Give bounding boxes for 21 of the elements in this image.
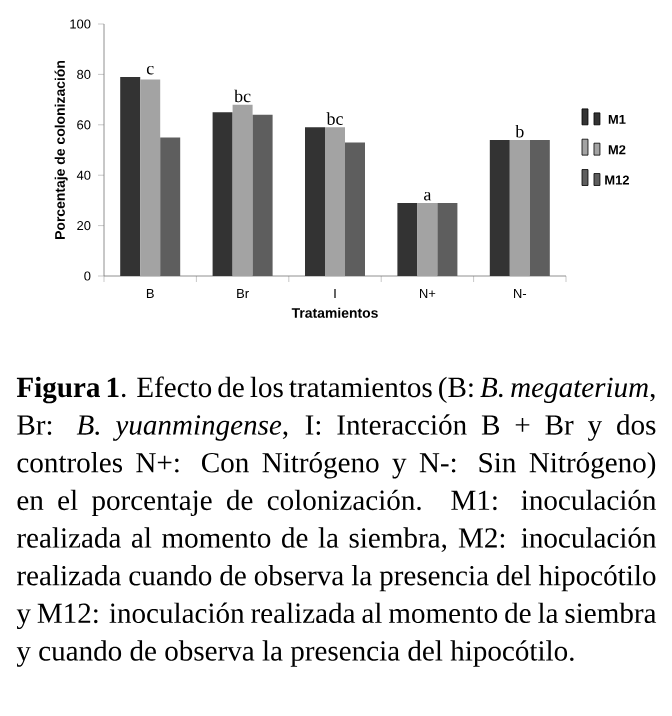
bar bbox=[529, 139, 550, 276]
text: Figura 1. Efecto de los tratamientos (B: B. megaterium, Br: B. yuanmingense, I: Interacción B + Br y dos controles N+: Con Nitrógeno y N-: Sin Nitrógeno) en el porcentaje de colonización. M1: inoculación realizada al momento de la siembra, M2: inoculación realizada cuando de observa la presencia del hipocótilo y M12: inoculación realizada al momento de la siembra y cuando de observa la presencia del hipocótilo. bbox=[16, 376, 657, 667]
annotation: bc bbox=[326, 112, 343, 125]
bar bbox=[212, 112, 233, 276]
bar bbox=[120, 76, 141, 276]
bar bbox=[232, 104, 253, 276]
bar bbox=[489, 139, 510, 276]
annotation: bc bbox=[234, 89, 251, 103]
bar bbox=[325, 127, 345, 276]
bar bbox=[345, 142, 365, 276]
bar bbox=[397, 202, 418, 276]
annotation: b bbox=[515, 124, 524, 138]
annotation: c bbox=[146, 65, 154, 75]
bar bbox=[509, 139, 530, 276]
bar bbox=[160, 137, 181, 276]
bar bbox=[437, 202, 458, 276]
annotation: a bbox=[424, 191, 432, 201]
bar bbox=[305, 127, 325, 276]
bar bbox=[140, 79, 161, 276]
bar bbox=[252, 114, 273, 276]
bar bbox=[417, 202, 438, 276]
